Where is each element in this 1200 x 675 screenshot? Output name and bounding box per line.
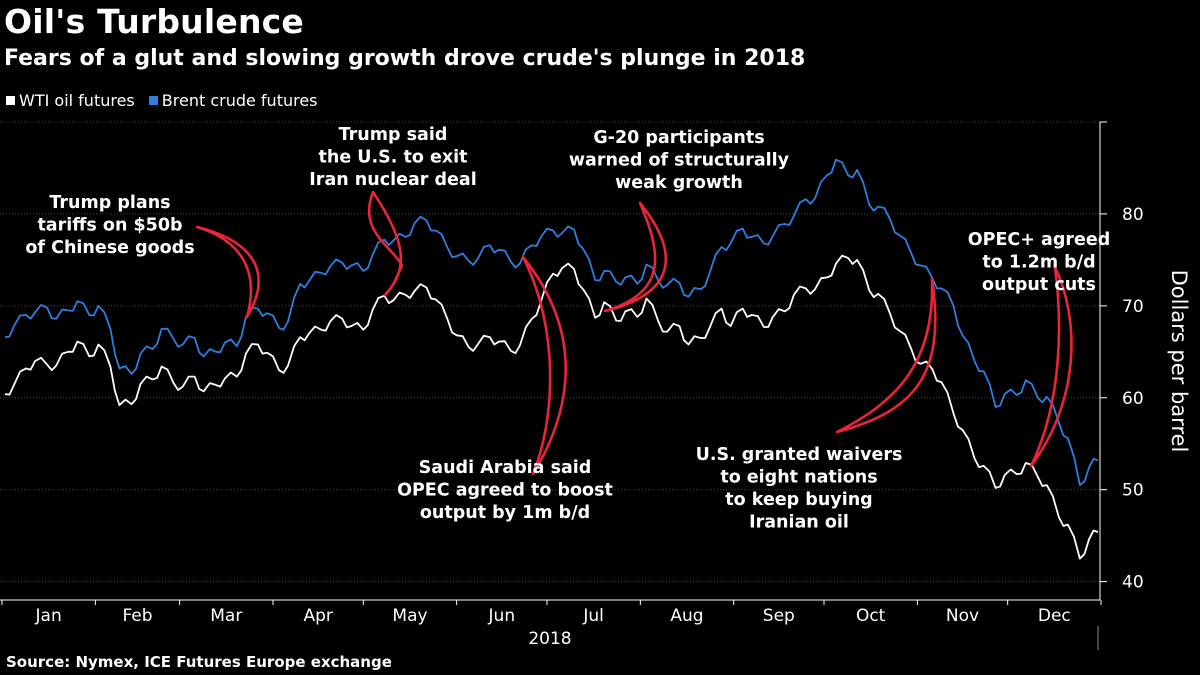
legend-label-brent: Brent crude futures <box>161 91 318 110</box>
y-tick-label-60: 60 <box>1122 389 1144 409</box>
annotation-arrow-5 <box>835 276 937 434</box>
annotation-1-line-2: tariffs on $50b <box>37 216 182 236</box>
legend-item-wti: WTI oil futures <box>6 91 135 110</box>
annotation-5-line-4: Iranian oil <box>749 513 849 533</box>
x-tick-label-mar: Mar <box>210 606 242 626</box>
annotation-1-line-3: of Chinese goods <box>25 238 194 258</box>
annotation-5-line-3: to keep buying <box>725 490 872 510</box>
annotation-2: Trump said the U.S. to exit Iran nuclear d… <box>309 125 476 190</box>
annotation-3-line-1: Saudi Arabia said <box>419 458 592 478</box>
chart-title: Oil's Turbulence <box>4 2 305 41</box>
legend-swatch-wti <box>6 96 15 105</box>
annotation-6-line-2: to 1.2m b/d <box>982 253 1095 273</box>
annotation-4-line-2: warned of structurally <box>569 151 790 171</box>
x-tick-label-sep: Sep <box>763 606 795 626</box>
annotation-arrow-3 <box>521 255 567 476</box>
y-tick-label-80: 80 <box>1122 205 1144 225</box>
annotation-5: U.S. granted waivers to eight nations to k… <box>696 445 903 533</box>
annotation-4-line-1: G-20 participants <box>593 128 764 148</box>
annotation-5-line-2: to eight nations <box>720 468 877 488</box>
chart-subtitle: Fears of a glut and slowing growth drove… <box>4 46 806 71</box>
x-tick-label-jun: Jun <box>488 606 516 626</box>
annotation-1-line-1: Trump plans <box>49 193 170 213</box>
y-tick-label-50: 50 <box>1122 481 1144 501</box>
x-tick-label-apr: Apr <box>303 606 332 626</box>
annotation-3-line-2: OPEC agreed to boost <box>397 481 613 501</box>
x-tick-label-may: May <box>392 606 427 626</box>
annotation-4: G-20 participants warned of structurally w… <box>569 128 790 193</box>
x-tick-label-jan: Jan <box>35 606 62 626</box>
annotation-arrow-6 <box>1029 265 1073 468</box>
y-axis-label: Dollars per barrel <box>1167 270 1191 453</box>
x-tick-label-aug: Aug <box>670 606 703 626</box>
annotation-2-line-3: Iran nuclear deal <box>309 170 476 190</box>
annotation-6-line-1: OPEC+ agreed <box>968 230 1111 250</box>
annotation-6-line-3: output cuts <box>982 275 1096 295</box>
annotation-2-line-1: Trump said <box>339 125 448 145</box>
source-note: Source: Nymex, ICE Futures Europe exchan… <box>6 653 392 671</box>
annotation-arrow-1 <box>195 225 260 319</box>
annotation-3-line-3: output by 1m b/d <box>420 503 590 523</box>
y-tick-label-70: 70 <box>1122 297 1144 317</box>
legend-swatch-brent <box>148 96 158 105</box>
annotation-5-line-1: U.S. granted waivers <box>696 445 903 465</box>
x-tick-label-oct: Oct <box>856 606 886 626</box>
y-tick-label-40: 40 <box>1122 573 1144 593</box>
x-year-label: 2018 <box>528 629 571 649</box>
legend-item-brent: Brent crude futures <box>148 91 318 110</box>
annotation-arrow-4 <box>603 201 667 313</box>
x-tick-label-dec: Dec <box>1038 606 1071 626</box>
annotation-6: OPEC+ agreed to 1.2m b/d output cuts <box>968 230 1111 295</box>
legend-label-wti: WTI oil futures <box>19 91 135 110</box>
x-tick-label-nov: Nov <box>946 606 979 626</box>
legend: WTI oil futures Brent crude futures <box>6 91 318 110</box>
annotation-3: Saudi Arabia said OPEC agreed to boost out… <box>397 458 613 523</box>
series-line-brent <box>4 158 1099 486</box>
annotation-1: Trump plans tariffs on $50b of Chinese goo… <box>25 193 194 258</box>
x-tick-label-feb: Feb <box>122 606 152 626</box>
annotation-2-line-2: the U.S. to exit <box>319 148 468 168</box>
x-tick-label-jul: Jul <box>582 606 604 626</box>
annotation-4-line-3: weak growth <box>615 173 743 193</box>
annotation-arrow-2 <box>367 190 404 297</box>
